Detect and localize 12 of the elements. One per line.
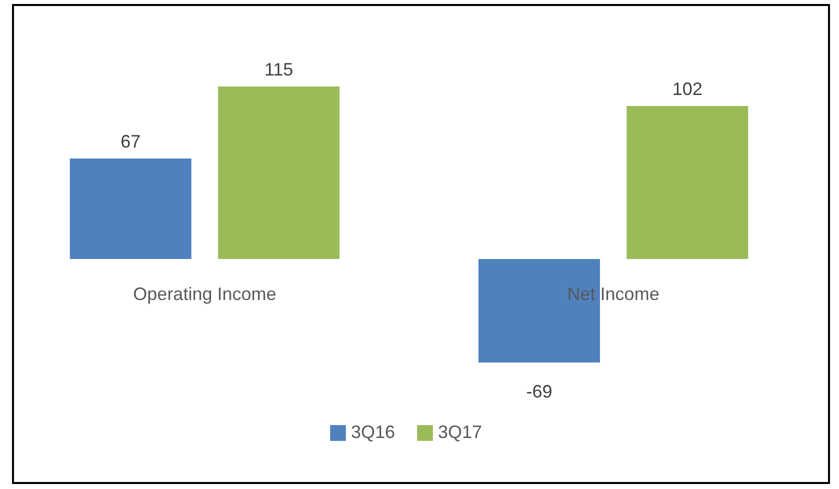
data-label: 115 bbox=[264, 60, 294, 80]
x-tick-label: Net Income bbox=[567, 284, 660, 304]
bar bbox=[478, 259, 600, 362]
legend-label: 3Q17 bbox=[438, 422, 482, 442]
bar bbox=[626, 106, 748, 259]
legend-label: 3Q16 bbox=[351, 422, 396, 442]
x-tick-label: Operating Income bbox=[133, 284, 276, 304]
data-label: -69 bbox=[526, 382, 552, 402]
bar bbox=[70, 158, 192, 259]
bar bbox=[218, 86, 340, 259]
data-label: 102 bbox=[672, 79, 702, 99]
data-label: 67 bbox=[120, 132, 141, 152]
